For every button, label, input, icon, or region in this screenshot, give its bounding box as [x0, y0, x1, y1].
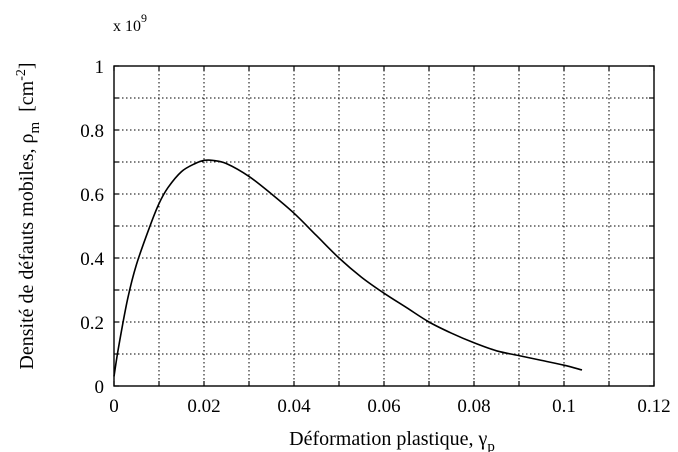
y-tick-labels: 0 0.2 0.4 0.6 0.8 1 [80, 57, 104, 398]
y-multiplier: x 109 [113, 11, 147, 35]
y-tick-label: 0.6 [80, 185, 104, 206]
y-tick-label: 0.8 [80, 121, 104, 142]
tick-marks [113, 65, 655, 387]
x-tick-label: 0.02 [187, 396, 220, 417]
series-line [113, 159, 583, 377]
x-tick-label: 0 [109, 396, 119, 417]
y-tick-label: 0 [95, 377, 105, 398]
x-tick-label: 0.08 [457, 396, 490, 417]
grid [114, 66, 654, 386]
x-tick-label: 0.1 [552, 396, 576, 417]
x-tick-label: 0.04 [277, 396, 311, 417]
y-tick-label: 0.4 [80, 249, 104, 270]
x-tick-label: 0.12 [637, 396, 670, 417]
y-tick-label: 1 [95, 57, 105, 78]
x-tick-labels: 0 0.02 0.04 0.06 0.08 0.1 0.12 [109, 396, 670, 417]
y-tick-label: 0.2 [80, 313, 104, 334]
y-axis-title: Densité de défauts mobiles, ρm [cm-2] [14, 62, 43, 369]
x-tick-label: 0.06 [367, 396, 400, 417]
x-axis-title: Déformation plastique, γp [289, 428, 495, 452]
